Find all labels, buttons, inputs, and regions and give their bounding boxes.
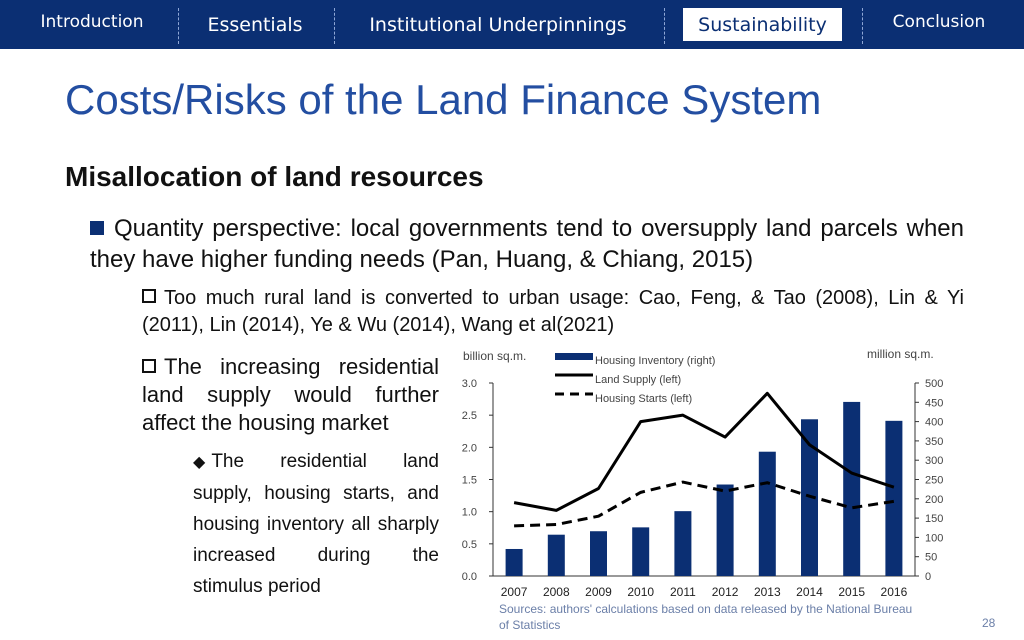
line-housing-starts (514, 480, 895, 528)
bar-housing-inventory (547, 534, 565, 576)
x-tick-label: 2016 (881, 585, 908, 599)
left-tick-label: 1.5 (462, 475, 477, 487)
legend-label: Housing Inventory (right) (595, 355, 715, 367)
bullet-text: The residential land supply, housing sta… (193, 451, 439, 597)
bar-housing-inventory (590, 531, 607, 576)
legend-label: Housing Starts (left) (595, 393, 692, 405)
right-tick-label: 0 (925, 571, 931, 583)
left-tick-label: 2.5 (462, 410, 477, 422)
slide-title: Costs/Risks of the Land Finance System (65, 76, 822, 123)
bullet-text: Too much rural land is converted to urba… (142, 287, 964, 336)
right-tick-label: 300 (925, 455, 943, 467)
x-tick-label: 2007 (501, 585, 528, 599)
nav-tab-introduction[interactable]: Introduction (40, 12, 144, 32)
slide-subtitle: Misallocation of land resources (65, 161, 484, 192)
right-tick-label: 450 (925, 397, 943, 409)
bar-housing-inventory (505, 548, 523, 576)
x-tick-label: 2008 (543, 585, 570, 599)
hollow-square-bullet-icon (142, 289, 156, 303)
nav-separator (664, 8, 665, 44)
legend-label: Land Supply (left) (595, 374, 681, 386)
nav-tab-conclusion[interactable]: Conclusion (892, 12, 986, 32)
right-tick-label: 200 (925, 494, 943, 506)
nav-tab-essentials[interactable]: Essentials (207, 13, 303, 36)
diamond-bullet-icon: ◆ (193, 454, 206, 471)
bullet-rural-land-conversion: Too much rural land is converted to urba… (142, 285, 964, 339)
x-tick-label: 2015 (838, 585, 865, 599)
bar-housing-inventory (674, 511, 692, 576)
legend-swatch-bar (555, 353, 593, 360)
top-nav: Introduction Essentials Institutional Un… (0, 0, 1024, 49)
x-tick-label: 2014 (796, 585, 823, 599)
bullet-text: The increasing residential land supply w… (142, 354, 439, 435)
left-tick-label: 2.0 (462, 442, 477, 454)
line-land-supply (513, 391, 895, 512)
right-tick-label: 500 (925, 378, 943, 390)
right-tick-label: 350 (925, 436, 943, 448)
x-tick-label: 2013 (754, 585, 781, 599)
page-number: 28 (982, 616, 996, 630)
nav-tab-institutional-underpinnings[interactable]: Institutional Underpinnings (369, 13, 627, 36)
x-tick-label: 2009 (585, 585, 612, 599)
bullet-stimulus-period: ◆ The residential land supply, housing st… (193, 446, 439, 602)
right-tick-label: 250 (925, 475, 943, 487)
bullet-residential-land-supply: The increasing residential land supply w… (142, 353, 439, 437)
right-tick-label: 150 (925, 513, 943, 525)
right-axis-label: million sq.m. (867, 347, 934, 361)
bar-housing-inventory (843, 401, 861, 576)
bar-housing-inventory (716, 484, 734, 576)
bar-housing-inventory (632, 527, 650, 576)
right-tick-label: 400 (925, 417, 943, 429)
chart-source-note: Sources: authors' calculations based on … (499, 602, 913, 632)
left-tick-label: 1.0 (462, 507, 477, 519)
square-bullet-icon (90, 221, 104, 235)
left-tick-label: 3.0 (462, 378, 477, 390)
right-tick-label: 100 (925, 532, 943, 544)
bar-housing-inventory (885, 420, 903, 576)
x-tick-label: 2011 (670, 585, 696, 599)
left-axis-label: billion sq.m. (463, 349, 526, 363)
bullet-quantity-perspective: Quantity perspective: local governments … (90, 213, 964, 275)
land-finance-chart: 0.0 0.5 1.0 1.5 2.0 2.5 3.0 0 50 100 150 200 250 300 3… (462, 347, 944, 599)
x-tick-label: 2012 (712, 585, 739, 599)
nav-separator (862, 8, 863, 44)
nav-separator (334, 8, 335, 44)
left-tick-label: 0.0 (462, 571, 477, 583)
bullet-text: Quantity perspective: local governments … (90, 215, 964, 273)
bar-housing-inventory (758, 451, 776, 576)
nav-separator (178, 8, 179, 44)
nav-tab-sustainability[interactable]: Sustainability (683, 8, 842, 41)
x-tick-label: 2010 (627, 585, 654, 599)
right-tick-label: 50 (925, 552, 937, 564)
left-tick-label: 0.5 (462, 539, 477, 551)
hollow-square-bullet-icon (142, 359, 156, 373)
